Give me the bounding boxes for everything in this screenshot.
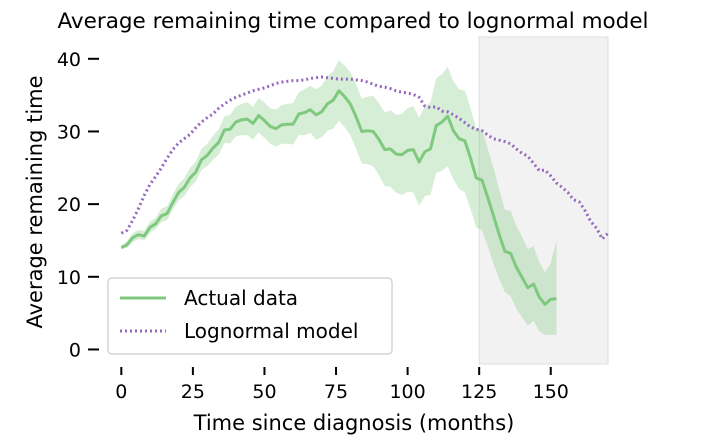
series-line-actual-data bbox=[120, 89, 557, 306]
x-tick-label-100: 100 bbox=[389, 381, 425, 403]
shaded-region bbox=[478, 36, 609, 365]
x-tick-label-25: 25 bbox=[181, 381, 205, 403]
x-axis-label: Time since diagnosis (months) bbox=[193, 411, 515, 435]
y-tick-label-30: 30 bbox=[57, 121, 81, 143]
y-tick-label-40: 40 bbox=[57, 49, 81, 71]
legend-frame bbox=[107, 277, 393, 355]
chart-title: Average remaining time compared to logno… bbox=[57, 9, 648, 34]
y-tick-label-0: 0 bbox=[69, 339, 81, 361]
legend-label-lognormal-model: Lognormal model bbox=[184, 319, 358, 343]
x-tick-label-150: 150 bbox=[533, 381, 569, 403]
x-tick-label-125: 125 bbox=[461, 381, 497, 403]
y-tick-label-10: 10 bbox=[57, 267, 81, 289]
x-tick-label-50: 50 bbox=[252, 381, 276, 403]
legend: Actual data Lognormal model bbox=[107, 277, 393, 355]
x-tick-label-75: 75 bbox=[324, 381, 348, 403]
x-tick-label-0: 0 bbox=[115, 381, 127, 403]
y-axis-label: Average remaining time bbox=[23, 75, 47, 328]
series-line-lognormal-model bbox=[120, 75, 610, 241]
legend-label-actual-data: Actual data bbox=[184, 286, 298, 310]
y-tick-label-20: 20 bbox=[57, 194, 81, 216]
